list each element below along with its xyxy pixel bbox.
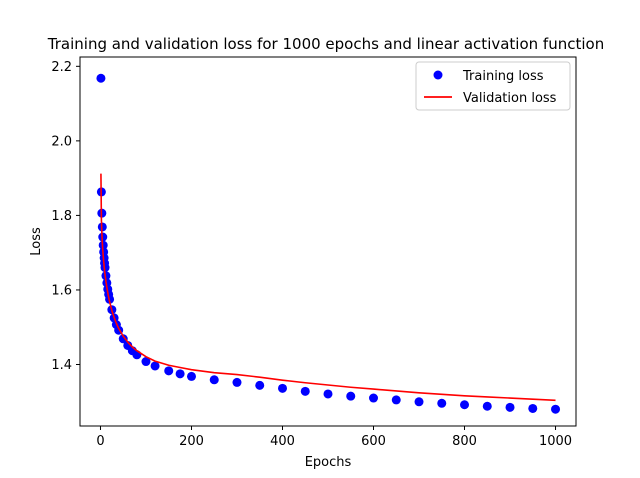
legend-label-validation-loss: Validation loss: [463, 91, 557, 106]
y-tick-label: 1.4: [51, 358, 72, 373]
training-loss-point: [437, 398, 447, 408]
x-tick-label: 1000: [539, 434, 572, 449]
legend: Training loss Validation loss: [415, 61, 571, 111]
axes-frame: [79, 56, 577, 427]
x-axis-label: Epochs: [305, 455, 352, 470]
validation-loss-line: [100, 173, 556, 402]
training-loss-point: [255, 380, 265, 390]
x-tick-label: 200: [179, 434, 204, 449]
y-axis-label: Loss: [29, 227, 44, 256]
plot-area: [96, 73, 561, 414]
training-loss-point: [209, 375, 219, 385]
y-tick-label: 2.2: [51, 60, 72, 75]
training-loss-point: [528, 403, 538, 413]
chart-title: Training and validation loss for 1000 ep…: [47, 35, 604, 53]
training-loss-point: [482, 401, 492, 411]
training-loss-point: [150, 361, 160, 371]
training-loss-point: [96, 73, 106, 83]
y-axis: 1.4 1.6 1.8 2.0 2.2: [51, 60, 80, 373]
training-loss-point: [551, 404, 561, 414]
legend-box: [415, 61, 571, 111]
training-loss-point: [460, 400, 470, 410]
training-loss-point: [346, 391, 356, 401]
training-loss-point: [369, 393, 378, 403]
training-loss-point: [186, 371, 196, 381]
training-loss-point: [278, 383, 287, 393]
x-tick-label: 800: [452, 434, 477, 449]
training-loss-point: [300, 386, 310, 396]
training-loss-point: [118, 334, 128, 344]
legend-marker-training-loss: [433, 70, 443, 80]
y-tick-label: 1.8: [51, 209, 72, 224]
x-tick-label: 400: [270, 434, 295, 449]
legend-label-training-loss: Training loss: [462, 69, 544, 84]
training-loss-point: [175, 369, 185, 379]
training-loss-point: [141, 357, 151, 367]
training-loss-point: [391, 395, 401, 405]
training-loss-point: [414, 397, 424, 407]
y-tick-label: 1.6: [51, 283, 72, 298]
x-tick-label: 600: [361, 434, 386, 449]
x-tick-label: 0: [96, 434, 104, 449]
training-loss-point: [164, 366, 174, 376]
training-loss-point: [232, 377, 242, 387]
training-loss-point: [505, 402, 515, 412]
x-axis: 0 200 400 600 800 1000: [96, 426, 572, 449]
y-tick-label: 2.0: [51, 134, 72, 149]
training-loss-point: [323, 389, 333, 399]
